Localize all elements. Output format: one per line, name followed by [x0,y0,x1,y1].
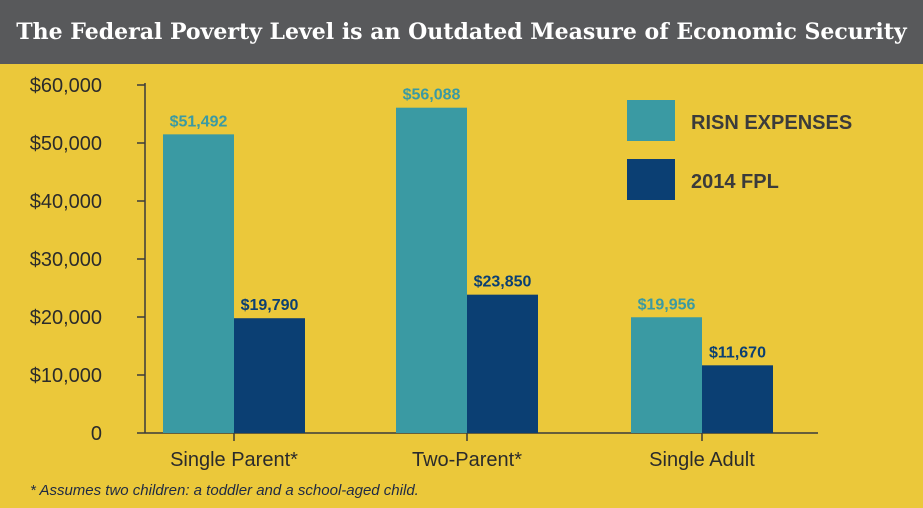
y-tick-label: $50,000 [30,133,102,155]
bar-risn [163,134,234,433]
chart-title: The Federal Poverty Level is an Outdated… [16,19,907,45]
y-tick-label: $30,000 [30,249,102,271]
bar-fpl [467,294,538,433]
data-label: $19,790 [241,297,299,314]
bar-risn [631,317,702,433]
x-tick-label: Single Adult [649,449,755,471]
footnote: * Assumes two children: a toddler and a … [30,482,419,499]
title-bar: The Federal Poverty Level is an Outdated… [0,0,923,64]
data-label: $23,850 [474,274,532,291]
legend-label: 2014 FPL [691,171,779,193]
y-tick-label: $60,000 [30,75,102,97]
x-tick-label: Two-Parent* [412,449,522,471]
bar-risn [396,107,467,433]
bar-fpl [702,365,773,433]
legend-swatch [627,100,675,141]
data-label: $11,670 [709,344,766,361]
data-label: $56,088 [403,87,461,104]
data-label: $19,956 [638,296,696,313]
y-tick-label: $20,000 [30,307,102,329]
bar-fpl [234,318,305,433]
data-label: $51,492 [170,113,228,130]
y-tick-label: $40,000 [30,191,102,213]
legend-label: RISN EXPENSES [691,112,852,134]
legend-swatch [627,159,675,200]
y-tick-label: $10,000 [30,365,102,387]
y-tick-label: 0 [91,423,102,445]
x-tick-label: Single Parent* [170,449,298,471]
